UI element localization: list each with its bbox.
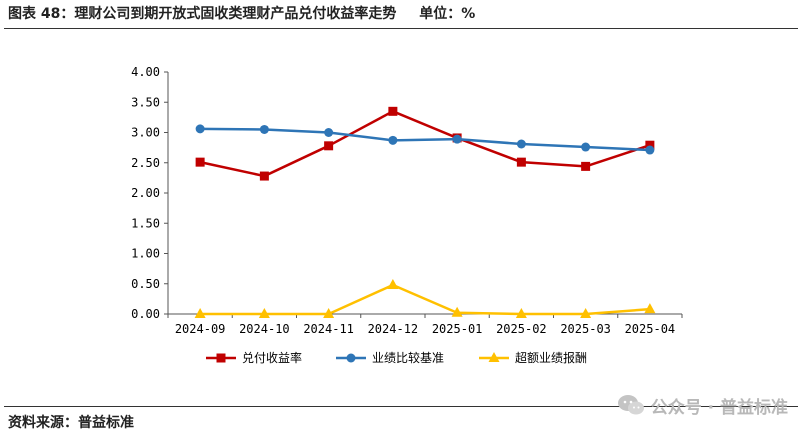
data-point [324,141,334,151]
legend-label: 兑付收益率 [242,350,302,365]
y-tick-label: 4.00 [131,65,160,79]
data-point [388,106,398,116]
source-note: 资料来源：普益标准 [8,415,134,431]
chart-title-bar: 图表 48：理财公司到期开放式固收类理财产品兑付收益率走势 单位：% [8,2,794,26]
legend-item: 兑付收益率 [206,350,302,365]
data-point [259,124,269,134]
legend-marker [488,352,500,362]
y-tick-label: 2.50 [131,156,160,170]
legend-item: 超额业绩报酬 [479,350,587,365]
top-divider [4,28,798,29]
series-line [200,127,650,152]
page-title: 图表 48：理财公司到期开放式固收类理财产品兑付收益率走势 [8,6,397,22]
wechat-icon [617,395,644,415]
x-tick-label: 2025-04 [625,322,676,336]
data-point [452,134,462,144]
y-tick-label: 1.00 [131,247,160,261]
unit-label: 单位：% [419,6,476,22]
x-tick-label: 2024-09 [175,322,226,336]
data-point [195,157,205,167]
x-tick-label: 2025-02 [496,322,547,336]
x-tick-label: 2025-01 [432,322,483,336]
data-point [645,140,655,150]
data-point [195,124,205,134]
data-point [581,142,591,152]
data-point [581,161,591,171]
data-point [388,135,398,145]
data-point [323,308,335,318]
y-tick-label: 1.50 [131,216,160,230]
data-point [259,171,269,181]
series-3 [194,278,656,318]
y-tick-label: 0.50 [131,277,160,291]
y-tick-label: 2.00 [131,186,160,200]
data-point [516,139,526,149]
legend-label: 超额业绩报酬 [515,350,587,365]
series-2 [195,124,655,155]
data-point [324,128,334,137]
data-point [194,308,206,318]
data-point [644,303,656,314]
legend-item: 业绩比较基准 [336,350,444,365]
y-tick-label: 3.00 [131,126,160,140]
data-point [258,308,270,318]
watermark: 公众号 · 普益标准 [617,390,788,420]
data-point [387,278,399,289]
data-point [451,306,463,317]
data-point [516,157,526,167]
data-point [580,308,592,318]
x-tick-label: 2024-11 [303,322,354,336]
y-tick-label: 3.50 [131,95,160,109]
legend-marker [346,353,356,363]
x-tick-label: 2025-03 [560,322,611,336]
bottom-divider [4,406,798,407]
x-tick-label: 2024-12 [368,322,419,336]
series-line [200,283,650,316]
watermark-text: 公众号 · 普益标准 [650,397,788,418]
legend-label: 业绩比较基准 [372,350,444,365]
legend-marker [216,353,226,363]
series-line [199,110,651,178]
data-point [515,308,527,318]
x-tick-label: 2024-10 [239,322,290,336]
y-tick-label: 0.00 [131,307,160,321]
data-point [645,145,655,155]
